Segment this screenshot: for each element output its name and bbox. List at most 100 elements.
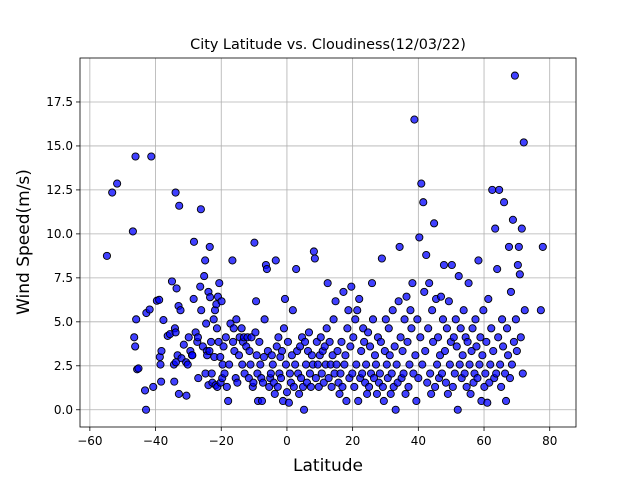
data-point <box>251 328 260 337</box>
data-point <box>467 346 476 356</box>
data-point <box>377 254 386 263</box>
data-point <box>179 340 188 349</box>
data-point <box>256 360 265 369</box>
data-point <box>349 333 358 342</box>
data-point <box>266 369 275 378</box>
data-point <box>313 360 322 369</box>
data-point <box>506 287 516 296</box>
data-point <box>339 287 348 296</box>
data-point <box>447 260 456 270</box>
data-point <box>516 333 525 342</box>
data-point <box>156 360 165 369</box>
data-point <box>484 294 493 304</box>
data-point <box>479 306 488 315</box>
data-point <box>475 360 484 369</box>
data-point <box>437 369 447 378</box>
data-point <box>299 405 309 414</box>
data-point <box>224 396 233 406</box>
data-point <box>255 337 264 346</box>
data-point <box>167 277 177 286</box>
data-point <box>478 351 487 360</box>
data-point <box>515 270 524 279</box>
data-point <box>325 337 334 346</box>
data-point <box>322 324 331 333</box>
data-point <box>392 360 401 369</box>
data-point <box>466 389 475 398</box>
data-point <box>295 389 304 398</box>
data-point <box>214 337 223 346</box>
data-point <box>277 346 287 356</box>
data-point <box>487 324 496 333</box>
x-tick-label: 60 <box>476 434 491 448</box>
data-point <box>304 328 314 337</box>
data-point <box>399 369 408 378</box>
data-point <box>414 374 423 383</box>
data-point <box>394 297 403 306</box>
data-point <box>285 369 294 378</box>
data-point <box>220 369 229 378</box>
data-point <box>453 405 462 414</box>
data-point <box>357 346 366 356</box>
data-point <box>351 315 360 324</box>
data-point <box>483 398 492 407</box>
data-point <box>465 360 474 369</box>
data-point <box>452 342 461 351</box>
data-point <box>282 388 291 397</box>
data-point <box>289 382 298 391</box>
data-point <box>379 396 388 406</box>
data-point <box>201 256 210 265</box>
data-point <box>423 378 432 387</box>
data-point <box>464 279 473 288</box>
data-point <box>141 405 151 414</box>
data-point <box>207 337 216 346</box>
data-point <box>433 333 443 342</box>
data-point <box>410 115 419 124</box>
data-points <box>102 71 547 414</box>
data-point <box>448 382 457 391</box>
data-point <box>348 369 357 378</box>
data-point <box>450 369 459 378</box>
data-point <box>440 346 449 356</box>
data-point <box>291 360 300 369</box>
data-point <box>482 337 491 346</box>
data-point <box>481 369 490 378</box>
data-point <box>485 378 494 387</box>
data-point <box>405 360 414 369</box>
data-point <box>202 319 211 328</box>
data-point <box>272 342 281 351</box>
data-point <box>404 382 413 391</box>
data-point <box>306 382 315 391</box>
data-point <box>520 306 529 315</box>
data-point <box>519 138 528 147</box>
data-point <box>193 333 202 342</box>
data-point <box>327 382 336 391</box>
data-point <box>500 369 510 378</box>
data-point <box>347 282 356 291</box>
data-point <box>508 215 517 224</box>
data-point <box>350 382 359 391</box>
data-point <box>270 389 279 398</box>
data-point <box>209 315 218 324</box>
data-point <box>362 360 371 369</box>
data-point <box>159 316 168 325</box>
data-point <box>438 315 448 324</box>
data-point <box>407 324 416 333</box>
data-point <box>337 337 346 346</box>
data-point <box>415 233 424 242</box>
data-point <box>157 377 166 386</box>
data-point <box>316 333 325 342</box>
data-point <box>317 369 326 378</box>
data-point <box>442 324 451 333</box>
data-point <box>257 396 267 406</box>
data-point <box>458 351 467 360</box>
data-point <box>237 324 246 333</box>
data-point <box>505 374 515 383</box>
data-point <box>400 315 409 324</box>
data-point <box>333 346 342 356</box>
data-point <box>309 247 318 256</box>
x-tick-label: 20 <box>345 434 360 448</box>
data-point <box>196 205 205 214</box>
data-point <box>364 328 373 337</box>
